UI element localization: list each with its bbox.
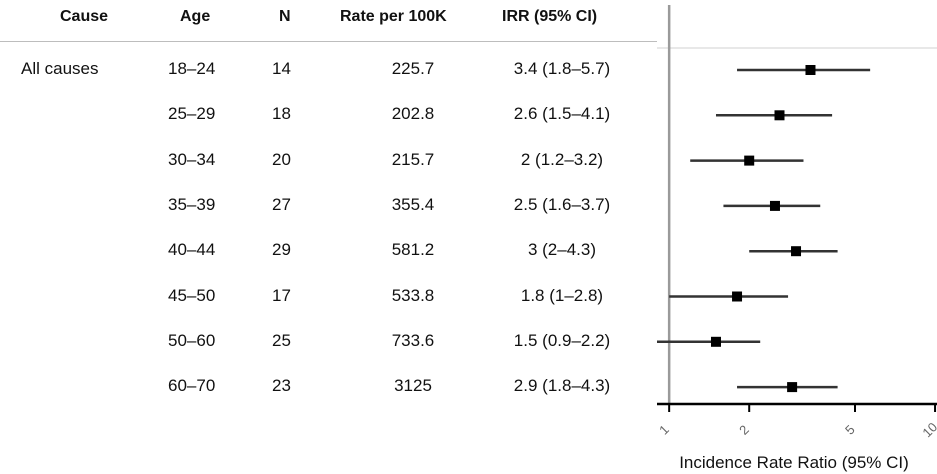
estimate-point — [769, 200, 780, 211]
x-tick-label: 2 — [736, 422, 752, 438]
header-cause: Cause — [60, 8, 109, 25]
n-cell: 23 — [272, 376, 291, 396]
header-separator — [0, 41, 657, 42]
n-cell: 29 — [272, 240, 291, 260]
rate-cell: 225.7 — [391, 59, 435, 78]
header-n: N — [279, 8, 291, 25]
n-cell: 27 — [272, 194, 291, 214]
irr-cell: 1.8 (1–2.8) — [520, 285, 604, 305]
estimate-point — [732, 291, 743, 302]
age-cell: 30–34 — [168, 149, 216, 169]
header-age: Age — [180, 8, 211, 25]
estimate-point — [744, 155, 755, 166]
rate-cell: 355.4 — [391, 194, 435, 214]
irr-cell: 1.5 (0.9–2.2) — [513, 330, 611, 350]
age-cell: 40–44 — [168, 240, 216, 260]
header-irr: IRR (95% CI) — [502, 8, 598, 25]
estimate-point — [805, 65, 816, 75]
estimate-point — [787, 382, 798, 393]
header-rate: Rate per 100K — [340, 8, 447, 25]
irr-cell: 2.5 (1.6–3.7) — [513, 194, 611, 214]
irr-cell: 2.9 (1.8–4.3) — [513, 376, 611, 396]
n-cell: 18 — [272, 104, 291, 124]
age-cell: 18–24 — [168, 59, 216, 78]
rate-cell: 581.2 — [391, 240, 435, 260]
n-cell: 17 — [272, 285, 291, 305]
cause-cell: All causes — [21, 59, 99, 78]
age-cell: 35–39 — [168, 194, 216, 214]
estimate-point — [791, 246, 802, 257]
rate-cell: 533.8 — [391, 285, 435, 305]
rate-cell: 733.6 — [391, 330, 435, 350]
n-cell: 14 — [272, 59, 291, 78]
x-tick-label: 1 — [656, 422, 672, 438]
age-cell: 60–70 — [168, 376, 216, 396]
irr-cell: 2 (1.2–3.2) — [520, 149, 604, 169]
irr-cell: 2.6 (1.5–4.1) — [513, 104, 611, 124]
rate-cell: 215.7 — [391, 149, 435, 169]
x-tick-label: 10 — [919, 419, 937, 440]
estimate-point — [710, 336, 721, 347]
x-tick-label: 5 — [842, 422, 858, 438]
age-cell: 25–29 — [168, 104, 216, 124]
n-cell: 20 — [272, 149, 291, 169]
irr-cell: 3.4 (1.8–5.7) — [513, 59, 611, 78]
irr-cell: 3 (2–4.3) — [527, 240, 597, 260]
n-cell: 25 — [272, 330, 291, 350]
estimate-point — [774, 110, 785, 121]
age-cell: 45–50 — [168, 285, 216, 305]
rate-cell: 202.8 — [391, 104, 435, 124]
rate-cell: 3125 — [394, 376, 432, 396]
x-axis-label: Incidence Rate Ratio (95% CI) — [679, 453, 909, 472]
age-cell: 50–60 — [168, 330, 216, 350]
